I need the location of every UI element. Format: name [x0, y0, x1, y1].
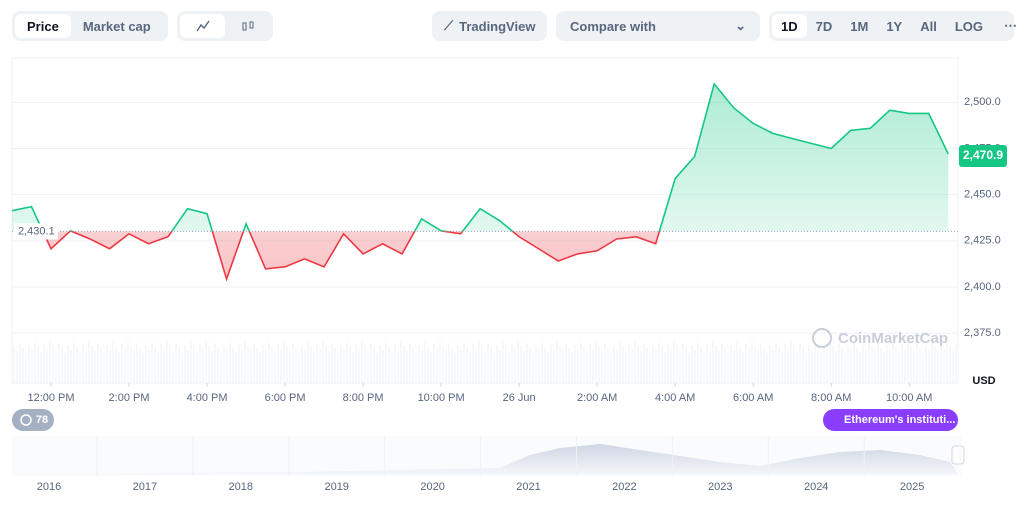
area-down — [12, 231, 949, 280]
y-tick-label: 2,400.0 — [964, 281, 1001, 293]
events-badge — [12, 409, 54, 431]
baseline-label-bg — [14, 223, 58, 240]
navigator-year: 2021 — [516, 481, 540, 493]
area-up — [12, 83, 949, 232]
navigator-handle[interactable] — [951, 445, 965, 465]
current-price-label: 2,470.9 — [963, 148, 1003, 162]
navigator-year: 2017 — [133, 481, 157, 493]
range-button[interactable]: All — [920, 18, 937, 34]
tab-market-cap[interactable]: Market cap — [82, 18, 151, 34]
events-icon — [20, 414, 32, 426]
range-button[interactable]: 1Y — [886, 18, 903, 34]
current-price-badge — [959, 145, 1007, 168]
more-button[interactable]: ⋯ — [1004, 18, 1018, 33]
y-tick-label: 2,425.0 — [964, 235, 1001, 247]
volume-bars — [13, 341, 957, 383]
news-badge — [823, 409, 958, 431]
navigator-year: 2016 — [37, 481, 61, 493]
navigator-year: 2019 — [324, 481, 348, 493]
range-button[interactable]: 1M — [850, 18, 869, 34]
y-tick-label: 2,500.0 — [964, 96, 1001, 108]
tradingview-label: TradingView — [459, 18, 536, 34]
range-button[interactable]: 7D — [815, 18, 833, 34]
x-tick-label: 26 Jun — [503, 392, 536, 404]
price-line-down — [42, 231, 661, 282]
x-tick-label: 12:00 PM — [27, 392, 74, 404]
compare-select[interactable]: Compare with ⌄ — [556, 11, 760, 41]
x-tick-label: 4:00 PM — [187, 392, 228, 404]
baseline-label: 2,430.1 — [18, 225, 55, 237]
x-tick-label: 8:00 AM — [811, 392, 851, 404]
candle-style[interactable] — [225, 14, 270, 38]
y-tick-label: 2,475.0 — [964, 142, 1001, 154]
navigator-year: 2023 — [708, 481, 732, 493]
tab-price[interactable]: Price — [15, 14, 71, 38]
plot-frame — [11, 57, 959, 384]
compare-label: Compare with — [570, 18, 656, 34]
range-button[interactable]: 1D — [772, 14, 807, 38]
x-tick-label: 4:00 AM — [655, 392, 695, 404]
navigator-year: 2022 — [612, 481, 636, 493]
tradingview-button[interactable]: ⟋ TradingView — [432, 11, 547, 41]
navigator-year: 2025 — [900, 481, 924, 493]
x-tick-label: 2:00 AM — [577, 392, 617, 404]
navigator-year: 2024 — [804, 481, 828, 493]
navigator — [12, 436, 958, 476]
x-tick-label: 10:00 PM — [418, 392, 465, 404]
x-tick-label: 2:00 PM — [109, 392, 150, 404]
x-tick-label: 6:00 AM — [733, 392, 773, 404]
x-tick-label: 8:00 PM — [343, 392, 384, 404]
price-line-up — [11, 82, 949, 232]
y-tick-label: 2,375.0 — [964, 327, 1001, 339]
navigator-area — [12, 444, 958, 474]
range-tabs: 1D 7D 1M 1Y All LOG ⋯ — [769, 11, 1017, 41]
currency-label: USD — [972, 375, 995, 387]
price-tabs: Price Market cap — [12, 11, 168, 41]
y-tick-label: 2,450.0 — [964, 189, 1001, 201]
x-tick-label: 10:00 AM — [886, 392, 932, 404]
events-count: 78 — [36, 414, 48, 426]
line-style[interactable] — [180, 14, 225, 38]
x-tick-label: 6:00 PM — [265, 392, 306, 404]
watermark: CoinMarketCap — [838, 330, 948, 347]
navigator-year: 2018 — [229, 481, 253, 493]
news-label: Ethereum's instituti... — [844, 414, 955, 426]
watermark-logo — [812, 328, 832, 348]
range-button[interactable]: LOG — [954, 18, 984, 34]
chart-style — [177, 11, 273, 41]
navigator-year: 2020 — [420, 481, 444, 493]
